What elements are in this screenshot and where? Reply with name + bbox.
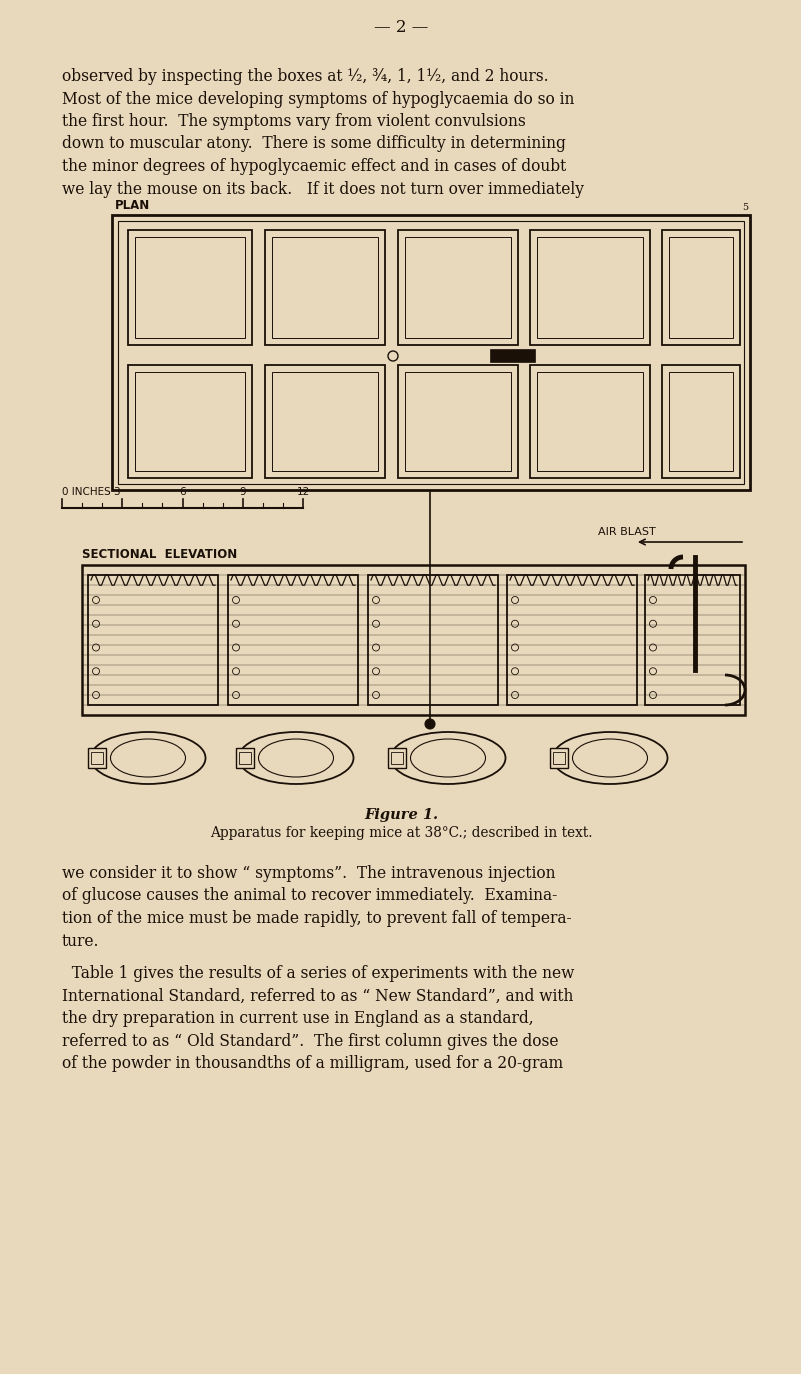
Bar bbox=[645, 574, 740, 705]
Bar bbox=[88, 574, 218, 705]
Ellipse shape bbox=[91, 732, 206, 785]
Text: we consider it to show “ symptoms”.  The intravenous injection: we consider it to show “ symptoms”. The … bbox=[62, 866, 556, 882]
Text: observed by inspecting the boxes at ½, ¾, 1, 1½, and 2 hours.: observed by inspecting the boxes at ½, ¾… bbox=[62, 67, 549, 85]
Text: Most of the mice developing symptoms of hypoglycaemia do so in: Most of the mice developing symptoms of … bbox=[62, 91, 574, 107]
Text: 6: 6 bbox=[179, 486, 186, 497]
Bar bbox=[669, 236, 733, 338]
Bar bbox=[228, 574, 358, 705]
Text: the dry preparation in current use in England as a standard,: the dry preparation in current use in En… bbox=[62, 1010, 533, 1026]
Text: AIR BLAST: AIR BLAST bbox=[598, 528, 656, 537]
Bar bbox=[405, 372, 511, 471]
Ellipse shape bbox=[391, 732, 505, 785]
Bar bbox=[398, 365, 518, 478]
Bar bbox=[662, 365, 740, 478]
Bar bbox=[530, 365, 650, 478]
Text: 0 INCHES 3: 0 INCHES 3 bbox=[62, 486, 121, 497]
Bar bbox=[391, 752, 403, 764]
Text: down to muscular atony.  There is some difficulty in determining: down to muscular atony. There is some di… bbox=[62, 136, 566, 153]
Bar bbox=[128, 365, 252, 478]
Bar bbox=[669, 372, 733, 471]
Text: of glucose causes the animal to recover immediately.  Examina-: of glucose causes the animal to recover … bbox=[62, 888, 557, 904]
Text: 5: 5 bbox=[742, 203, 748, 212]
Bar bbox=[265, 365, 385, 478]
Text: we lay the mouse on its back.   If it does not turn over immediately: we lay the mouse on its back. If it does… bbox=[62, 180, 584, 198]
Bar bbox=[507, 574, 637, 705]
Bar bbox=[388, 747, 406, 768]
Bar bbox=[490, 349, 535, 361]
Circle shape bbox=[425, 719, 435, 730]
Bar bbox=[118, 221, 744, 484]
Bar bbox=[82, 565, 745, 714]
Bar bbox=[550, 747, 568, 768]
Text: Figure 1.: Figure 1. bbox=[364, 808, 438, 822]
Bar bbox=[135, 236, 245, 338]
Bar bbox=[265, 229, 385, 345]
Bar bbox=[135, 372, 245, 471]
Bar bbox=[662, 229, 740, 345]
Text: — 2 —: — 2 — bbox=[374, 19, 429, 37]
Bar bbox=[236, 747, 254, 768]
Text: tion of the mice must be made rapidly, to prevent fall of tempera-: tion of the mice must be made rapidly, t… bbox=[62, 910, 572, 927]
Text: 9: 9 bbox=[239, 486, 246, 497]
Bar bbox=[112, 214, 750, 491]
Ellipse shape bbox=[553, 732, 667, 785]
Text: PLAN: PLAN bbox=[115, 199, 151, 212]
Text: International Standard, referred to as “ New Standard”, and with: International Standard, referred to as “… bbox=[62, 988, 574, 1004]
Text: Apparatus for keeping mice at 38°C.; described in text.: Apparatus for keeping mice at 38°C.; des… bbox=[210, 826, 592, 840]
Bar bbox=[398, 229, 518, 345]
Bar bbox=[537, 372, 643, 471]
Text: the minor degrees of hypoglycaemic effect and in cases of doubt: the minor degrees of hypoglycaemic effec… bbox=[62, 158, 566, 174]
Bar bbox=[530, 229, 650, 345]
Text: ture.: ture. bbox=[62, 933, 99, 949]
Bar bbox=[405, 236, 511, 338]
Text: SECTIONAL  ELEVATION: SECTIONAL ELEVATION bbox=[82, 548, 237, 561]
Bar bbox=[91, 752, 103, 764]
Ellipse shape bbox=[239, 732, 353, 785]
Bar bbox=[272, 372, 378, 471]
Bar bbox=[553, 752, 565, 764]
Text: of the powder in thousandths of a milligram, used for a 20-gram: of the powder in thousandths of a millig… bbox=[62, 1055, 563, 1072]
Text: 12: 12 bbox=[296, 486, 310, 497]
Bar bbox=[272, 236, 378, 338]
Bar bbox=[537, 236, 643, 338]
Text: referred to as “ Old Standard”.  The first column gives the dose: referred to as “ Old Standard”. The firs… bbox=[62, 1032, 558, 1050]
Bar bbox=[368, 574, 498, 705]
Bar bbox=[128, 229, 252, 345]
Bar bbox=[239, 752, 251, 764]
Text: Table 1 gives the results of a series of experiments with the new: Table 1 gives the results of a series of… bbox=[62, 965, 574, 982]
Bar bbox=[88, 747, 106, 768]
Text: the first hour.  The symptoms vary from violent convulsions: the first hour. The symptoms vary from v… bbox=[62, 113, 525, 131]
